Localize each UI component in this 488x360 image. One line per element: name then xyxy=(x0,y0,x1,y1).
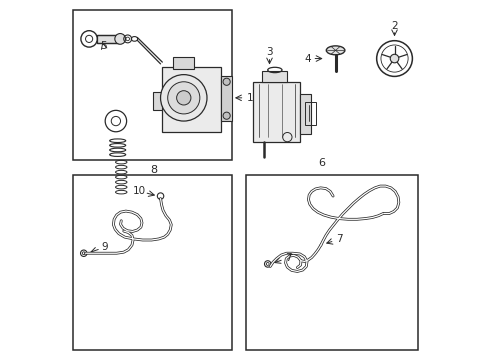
Text: 4: 4 xyxy=(304,54,310,64)
Text: 7: 7 xyxy=(335,234,342,244)
Text: 7: 7 xyxy=(284,253,291,263)
Bar xyxy=(97,35,119,43)
Circle shape xyxy=(223,112,230,119)
Bar xyxy=(305,102,315,125)
Bar xyxy=(162,67,221,132)
Circle shape xyxy=(160,75,206,121)
Circle shape xyxy=(115,33,125,44)
Bar xyxy=(173,57,194,69)
Text: 3: 3 xyxy=(265,47,272,57)
Bar xyxy=(253,82,299,143)
Bar xyxy=(299,94,310,134)
Circle shape xyxy=(389,54,398,63)
Bar xyxy=(73,175,231,350)
Text: 5: 5 xyxy=(100,41,106,51)
Ellipse shape xyxy=(325,46,344,55)
Circle shape xyxy=(176,91,190,105)
Bar xyxy=(246,175,417,350)
Bar xyxy=(221,76,231,121)
Text: 1: 1 xyxy=(246,93,253,103)
Circle shape xyxy=(223,78,230,85)
Circle shape xyxy=(167,82,200,114)
Text: 10: 10 xyxy=(133,186,146,197)
Bar xyxy=(262,71,287,82)
Text: 8: 8 xyxy=(149,165,157,175)
Text: 6: 6 xyxy=(317,158,324,168)
Bar xyxy=(153,93,162,111)
Text: 2: 2 xyxy=(390,21,397,31)
Text: 9: 9 xyxy=(102,242,108,252)
Bar xyxy=(73,10,231,160)
